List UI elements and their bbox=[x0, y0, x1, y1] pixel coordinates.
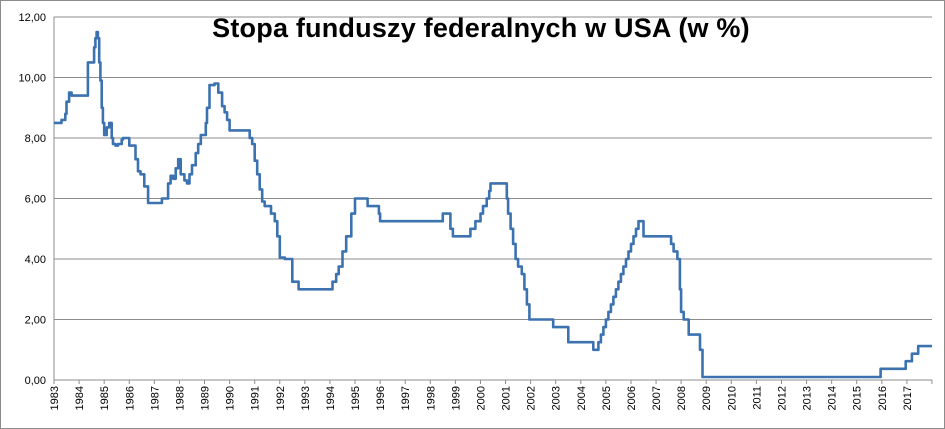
x-tick-label: 2003 bbox=[551, 386, 563, 410]
x-tick-label: 1988 bbox=[174, 386, 186, 410]
x-tick-label: 1997 bbox=[400, 386, 412, 410]
x-tick-label: 2016 bbox=[877, 386, 889, 410]
x-tick-label: 1983 bbox=[49, 386, 61, 410]
x-tick-label: 2002 bbox=[526, 386, 538, 410]
x-axis-tick-labels: 1983 1984 1985 1986 1987 1988 1989 1990 1991 1992… bbox=[49, 386, 914, 410]
x-tick-label: 2000 bbox=[475, 386, 487, 410]
y-tick-label: 2,00 bbox=[25, 315, 46, 327]
axes bbox=[53, 17, 933, 384]
y-tick-label: 12,00 bbox=[18, 12, 46, 24]
x-tick-label: 2010 bbox=[726, 386, 738, 410]
x-tick-label: 2009 bbox=[701, 386, 713, 410]
x-tick-label: 1987 bbox=[149, 386, 161, 410]
x-tick-label: 1999 bbox=[450, 386, 462, 410]
x-tick-label: 1996 bbox=[375, 386, 387, 410]
y-tick-label: 10,00 bbox=[18, 73, 46, 85]
x-tick-label: 2011 bbox=[751, 386, 763, 410]
x-tick-label: 2001 bbox=[501, 386, 513, 410]
y-tick-label: 6,00 bbox=[25, 194, 46, 206]
x-tick-label: 2012 bbox=[776, 386, 788, 410]
x-tick-label: 2006 bbox=[626, 386, 638, 410]
x-tick-label: 1986 bbox=[124, 386, 136, 410]
y-tick-label: 8,00 bbox=[25, 133, 46, 145]
y-tick-label: 0,00 bbox=[25, 375, 46, 387]
x-tick-label: 1994 bbox=[325, 386, 337, 410]
x-tick-label: 2005 bbox=[601, 386, 613, 410]
series-line bbox=[54, 30, 932, 379]
x-tick-label: 2004 bbox=[576, 386, 588, 410]
gridlines bbox=[54, 16, 932, 320]
x-tick-label: 1998 bbox=[425, 386, 437, 410]
x-tick-label: 1989 bbox=[200, 386, 212, 410]
x-tick-label: 1990 bbox=[225, 386, 237, 410]
x-tick-label: 2015 bbox=[852, 386, 864, 410]
x-tick-label: 1991 bbox=[250, 386, 262, 410]
series-layer bbox=[54, 30, 932, 379]
x-tick-label: 1985 bbox=[99, 386, 111, 410]
x-tick-label: 2014 bbox=[827, 386, 839, 410]
x-tick-label: 1992 bbox=[275, 386, 287, 410]
x-tick-label: 2017 bbox=[902, 386, 914, 410]
x-tick-label: 2013 bbox=[802, 386, 814, 410]
x-tick-label: 2008 bbox=[676, 386, 688, 410]
x-tick-label: 2007 bbox=[651, 386, 663, 410]
y-tick-label: 4,00 bbox=[25, 254, 46, 266]
y-axis-tick-labels: 0,00 2,00 4,00 6,00 8,00 10,00 12,00 bbox=[18, 12, 46, 387]
x-tick-label: 1993 bbox=[300, 386, 312, 410]
x-tick-label: 1995 bbox=[350, 386, 362, 410]
x-tick-label: 1984 bbox=[74, 386, 86, 410]
chart-title: Stopa funduszy federalnych w USA (w %) bbox=[212, 13, 750, 43]
